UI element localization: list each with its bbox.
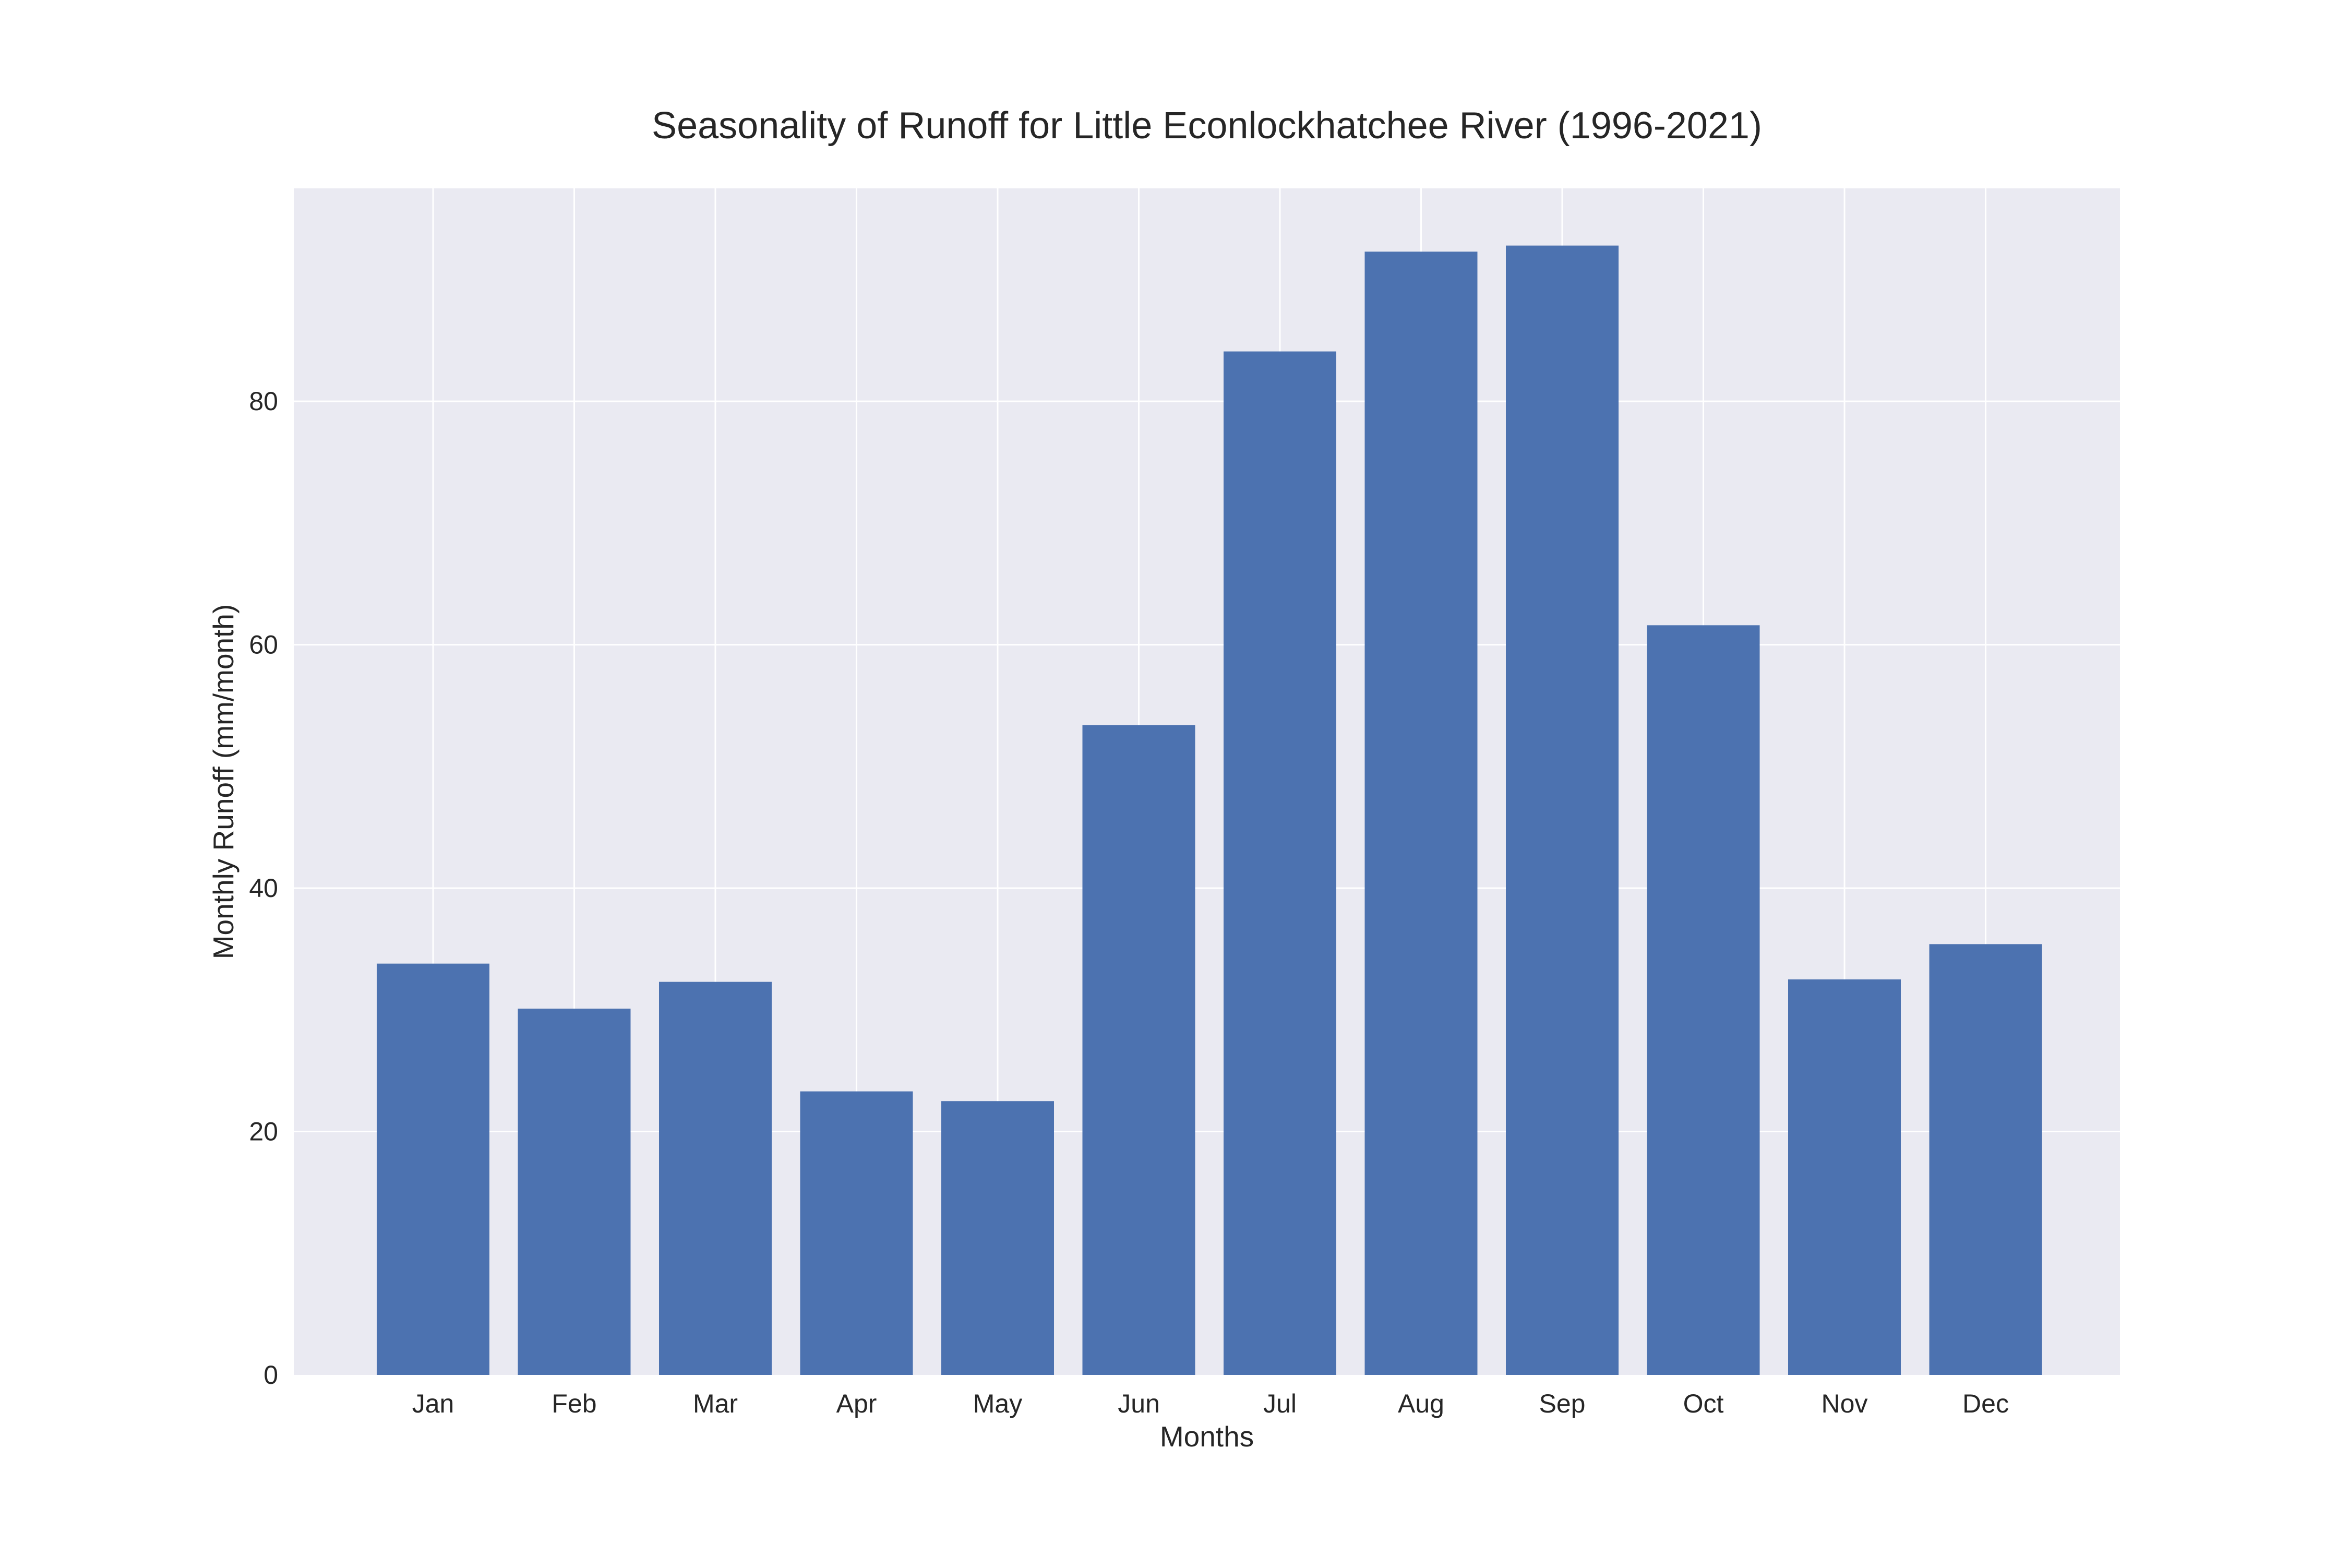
bar-oct <box>1647 625 1760 1375</box>
y-tick-labels: 0 20 40 60 80 <box>249 387 278 1390</box>
x-axis-label: Months <box>1160 1420 1254 1453</box>
bars <box>377 245 2042 1375</box>
x-tick-label-oct: Oct <box>1683 1389 1724 1418</box>
chart-title: Seasonality of Runoff for Little Econloc… <box>652 105 1762 147</box>
y-tick-label-40: 40 <box>249 873 278 903</box>
x-tick-label-jan: Jan <box>412 1389 454 1418</box>
bar-nov <box>1788 979 1901 1375</box>
bar-aug <box>1364 252 1478 1375</box>
y-axis-label: Monthly Runoff (mm/month) <box>207 604 239 960</box>
y-tick-label-80: 80 <box>249 387 278 416</box>
y-tick-label-20: 20 <box>249 1117 278 1146</box>
bar-sep <box>1506 245 1619 1375</box>
bar-mar <box>659 982 772 1375</box>
x-tick-label-jul: Jul <box>1263 1389 1297 1418</box>
y-tick-label-60: 60 <box>249 630 278 660</box>
x-tick-label-aug: Aug <box>1398 1389 1444 1418</box>
bar-jan <box>377 963 489 1375</box>
x-tick-label-nov: Nov <box>1822 1389 1868 1418</box>
bar-may <box>941 1101 1054 1375</box>
x-tick-label-dec: Dec <box>1962 1389 2009 1418</box>
x-tick-label-feb: Feb <box>552 1389 596 1418</box>
bar-jul <box>1224 351 1336 1375</box>
x-tick-label-may: May <box>973 1389 1022 1418</box>
x-tick-labels: Jan Feb Mar Apr May Jun Jul Aug Sep Oct Nov Dec <box>412 1389 2009 1418</box>
x-tick-label-sep: Sep <box>1539 1389 1586 1418</box>
x-tick-label-mar: Mar <box>693 1389 738 1418</box>
bar-apr <box>800 1091 913 1375</box>
x-tick-label-jun: Jun <box>1118 1389 1160 1418</box>
bar-feb <box>518 1008 631 1375</box>
x-tick-label-apr: Apr <box>836 1389 877 1418</box>
y-tick-label-0: 0 <box>263 1360 278 1390</box>
bar-jun <box>1082 725 1195 1375</box>
bar-dec <box>1929 944 2042 1375</box>
